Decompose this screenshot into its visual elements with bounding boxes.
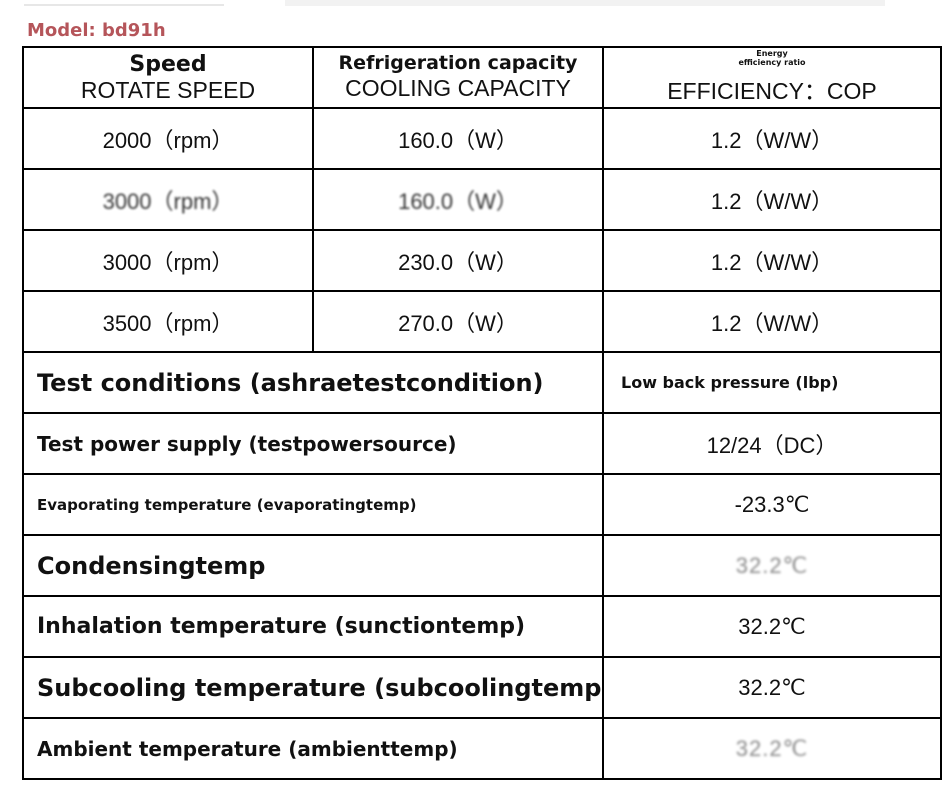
cop-cell: 1.2（W/W） (604, 109, 942, 168)
table-row: 3500（rpm） 270.0（W） 1.2（W/W） (24, 292, 942, 353)
header-speed: Speed ROTATE SPEED (24, 48, 314, 107)
table-header-row: Speed ROTATE SPEED Refrigeration capacit… (24, 48, 942, 109)
speed-cell-text: 3000（rpm） (102, 188, 234, 214)
cop-cell: 1.2（W/W） (604, 170, 942, 229)
speed-cell: 2000（rpm） (24, 109, 314, 168)
condition-label: Ambient temperature (ambienttemp) (24, 719, 604, 778)
condition-value: 12/24（DC） (604, 414, 942, 473)
header-capacity: Refrigeration capacity COOLING CAPACITY (314, 48, 604, 107)
cropped-top-text (24, 0, 224, 6)
cropped-top-band (285, 0, 885, 6)
condition-row: Test power supply (testpowersource) 12/2… (24, 414, 942, 475)
header-capacity-label: Refrigeration capacity (338, 52, 578, 75)
condition-label: Test conditions (ashraetestcondition) (24, 353, 604, 412)
table-row: 2000（rpm） 160.0（W） 1.2（W/W） (24, 109, 942, 170)
capacity-cell: 230.0（W） (314, 231, 604, 290)
condition-value: 32.2℃ (604, 719, 942, 778)
header-capacity-sub: COOLING CAPACITY (345, 75, 571, 102)
capacity-cell: 270.0（W） (314, 292, 604, 351)
header-speed-label: Speed (129, 51, 207, 77)
header-efficiency-sub: EFFICIENCY：COP (667, 78, 877, 105)
table-row: 3000（rpm） 230.0（W） 1.2（W/W） (24, 231, 942, 292)
speed-cell: 3000（rpm） (24, 170, 314, 229)
condition-row: Ambient temperature (ambienttemp) 32.2℃ (24, 719, 942, 780)
header-speed-sub: ROTATE SPEED (80, 76, 256, 103)
capacity-cell: 160.0（W） (314, 170, 604, 229)
condition-row: Evaporating temperature (evaporatingtemp… (24, 475, 942, 536)
condition-label: Subcooling temperature (subcoolingtemp) (24, 658, 604, 717)
condition-value-text: 32.2℃ (735, 735, 809, 761)
model-label: Model: bd91h (27, 20, 166, 41)
cop-cell: 1.2（W/W） (604, 292, 942, 351)
condition-value: 32.2℃ (604, 658, 942, 717)
condition-row: Inhalation temperature (sunctiontemp) 32… (24, 597, 942, 658)
spec-table: Speed ROTATE SPEED Refrigeration capacit… (22, 46, 942, 780)
condition-value: -23.3℃ (604, 475, 942, 534)
header-efficiency: Energy efficiency ratio EFFICIENCY：COP (604, 48, 942, 107)
condition-value: 32.2℃ (604, 536, 942, 595)
condition-label: Test power supply (testpowersource) (24, 414, 604, 473)
header-efficiency-label-2: efficiency ratio (738, 58, 806, 68)
condition-value: 32.2℃ (604, 597, 942, 656)
condition-label: Inhalation temperature (sunctiontemp) (24, 597, 604, 656)
condition-label: Condensingtemp (24, 536, 604, 595)
capacity-cell: 160.0（W） (314, 109, 604, 168)
condition-label: Evaporating temperature (evaporatingtemp… (24, 475, 604, 534)
condition-row: Subcooling temperature (subcoolingtemp) … (24, 658, 942, 719)
table-row: 3000（rpm） 160.0（W） 1.2（W/W） (24, 170, 942, 231)
condition-row: Test conditions (ashraetestcondition) Lo… (24, 353, 942, 414)
cop-cell: 1.2（W/W） (604, 231, 942, 290)
condition-value-text: 32.2℃ (735, 552, 809, 578)
speed-cell: 3000（rpm） (24, 231, 314, 290)
speed-cell: 3500（rpm） (24, 292, 314, 351)
condition-value: Low back pressure (lbp) (604, 353, 942, 412)
condition-row: Condensingtemp 32.2℃ (24, 536, 942, 597)
header-efficiency-label-1: Energy (756, 49, 788, 59)
capacity-cell-text: 160.0（W） (398, 188, 518, 214)
